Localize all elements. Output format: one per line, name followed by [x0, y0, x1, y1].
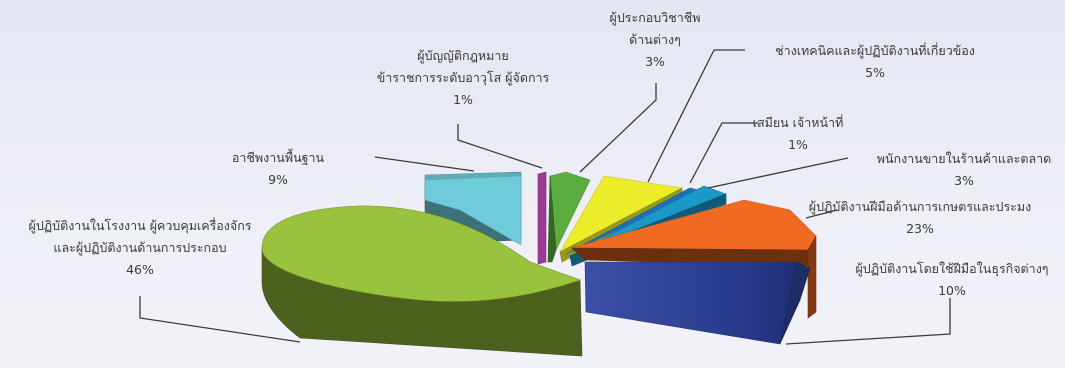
leader-line-sales — [707, 157, 849, 189]
slice-label-text: พนักงานขายในร้านค้าและตลาด — [877, 151, 1052, 166]
slice-agriculture-face-1 — [807, 234, 817, 319]
slice-elementary-face-2 — [424, 175, 522, 246]
slice-value-label: 5% — [865, 65, 885, 80]
leader-line-legislators — [457, 124, 543, 169]
slice-factory_operators — [261, 205, 583, 357]
slice-value-label: 3% — [954, 173, 974, 188]
slice-value-label: 1% — [788, 137, 808, 152]
slice-label-text: ด้านต่างๆ — [629, 32, 681, 47]
slice-value-label: 9% — [268, 172, 288, 187]
slice-value-label: 3% — [645, 54, 665, 69]
slice-label-text: ผู้ปฏิบัติงานฝีมือด้านการเกษตรและประมง — [809, 199, 1031, 215]
slice-label-text: เสมียน เจ้าหน้าที่ — [753, 114, 844, 130]
slice-legislators — [537, 171, 547, 265]
slice-craft — [584, 261, 811, 345]
leader-line-elementary — [374, 156, 475, 172]
slice-label-text: ผู้บัญญัติกฎหมาย — [417, 48, 508, 64]
slice-label-text: และผู้ปฏิบัติงานด้านการประกอบ — [53, 240, 226, 256]
slice-legislators-face-0 — [537, 171, 547, 265]
slice-label-factory_operators: ผู้ปฏิบัติงานในโรงงาน ผู้ควบคุมเครื่องจั… — [29, 217, 252, 277]
slice-agriculture — [571, 199, 817, 319]
slice-label-elementary: อาชีพงานพื้นฐาน 9% — [232, 148, 325, 187]
slice-label-craft: ผู้ปฏิบัติงานโดยใช้ฝีมือในธุรกิจต่างๆ 10% — [855, 261, 1048, 298]
slice-label-text: อาชีพงานพื้นฐาน — [232, 148, 325, 165]
slice-label-text: ข้าราชการระดับอาวุโส ผู้จัดการ — [377, 70, 550, 86]
leader-line-clerks — [689, 122, 758, 184]
slice-label-sales: พนักงานขายในร้านค้าและตลาด 3% — [877, 151, 1052, 188]
slice-label-text: ผู้ประกอบวิชาชีพ — [610, 10, 701, 26]
slice-agriculture-face-2 — [571, 247, 809, 267]
leader-line-factory_operators — [139, 296, 301, 343]
leader-line-agriculture — [805, 209, 838, 219]
slice-value-label: 23% — [906, 221, 934, 236]
slice-label-text: ผู้ปฏิบัติงานโดยใช้ฝีมือในธุรกิจต่างๆ — [855, 261, 1048, 277]
slice-professionals-face-1 — [547, 175, 557, 263]
leader-line-craft — [785, 298, 951, 345]
slice-label-agriculture: ผู้ปฏิบัติงานฝีมือด้านการเกษตรและประมง 23… — [809, 199, 1031, 236]
slice-value-label: 1% — [453, 92, 473, 107]
slice-craft-face-1 — [779, 261, 811, 345]
slice-craft-face-0 — [584, 261, 797, 345]
leader-line-professionals — [579, 83, 657, 173]
slice-label-text: ผู้ปฏิบัติงานในโรงงาน ผู้ควบคุมเครื่องจั… — [29, 217, 252, 234]
slice-label-clerks: เสมียน เจ้าหน้าที่ 1% — [753, 114, 844, 152]
slice-label-text: ช่างเทคนิคและผู้ปฏิบัติงานที่เกี่ยวข้อง — [775, 42, 975, 59]
slice-professionals — [547, 171, 591, 263]
slice-value-label: 10% — [938, 283, 966, 298]
slice-label-technicians: ช่างเทคนิคและผู้ปฏิบัติงานที่เกี่ยวข้อง 5… — [775, 42, 975, 80]
slice-factory_operators-face-1 — [261, 205, 581, 302]
slice-label-professionals: ผู้ประกอบวิชาชีพด้านต่างๆ 3% — [610, 10, 701, 69]
leader-line-technicians — [647, 49, 745, 183]
slice-value-label: 46% — [126, 262, 154, 277]
